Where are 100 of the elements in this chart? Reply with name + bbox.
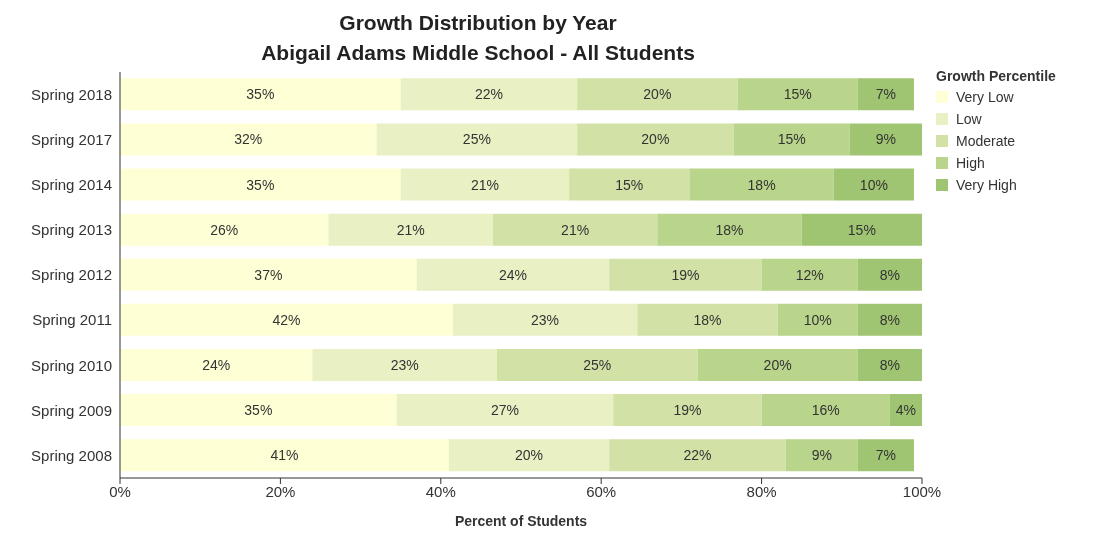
bar — [312, 348, 497, 381]
y-tick-label: Spring 2009 — [31, 401, 112, 419]
y-tick-label: Spring 2013 — [31, 221, 112, 239]
data-label: 24% — [202, 356, 231, 373]
data-label: 35% — [246, 176, 275, 193]
bar — [400, 78, 578, 111]
bar — [857, 348, 922, 381]
data-label: 4% — [895, 402, 917, 419]
legend-label: Very High — [956, 177, 1017, 193]
bar — [448, 439, 610, 472]
legend-label: Low — [956, 111, 982, 127]
data-label: 22% — [474, 86, 503, 103]
bar — [689, 168, 834, 201]
data-label: 18% — [715, 221, 744, 238]
bar — [777, 303, 858, 336]
bar — [737, 78, 858, 111]
legend-title: Growth Percentile — [936, 68, 1057, 84]
data-label: 15% — [847, 221, 876, 238]
bar — [833, 168, 914, 201]
legend-label: High — [956, 155, 985, 171]
bar — [569, 168, 690, 201]
bar — [657, 213, 802, 246]
data-label: 18% — [747, 176, 776, 193]
bar — [849, 123, 922, 156]
bar — [400, 168, 570, 201]
bar — [376, 123, 578, 156]
chart-subtitle: Abigail Adams Middle School - All Students — [260, 40, 696, 66]
x-tick-label: 40% — [425, 482, 456, 500]
data-label: 19% — [671, 266, 700, 283]
bar — [120, 258, 417, 291]
bar — [857, 78, 914, 111]
x-tick-label: 0% — [109, 482, 131, 500]
bar — [613, 394, 762, 427]
bar — [416, 258, 610, 291]
data-label: 25% — [583, 356, 612, 373]
y-tick-label: Spring 2018 — [31, 85, 112, 103]
data-label: 15% — [777, 131, 806, 148]
data-label: 20% — [763, 356, 792, 373]
bar — [120, 78, 401, 111]
x-tick-label: 100% — [902, 482, 942, 500]
data-label: 12% — [795, 266, 824, 283]
data-label: 23% — [531, 311, 560, 328]
bar — [697, 348, 858, 381]
y-tick-label: Spring 2008 — [31, 446, 112, 464]
chart-title: Growth Distribution by Year — [338, 10, 618, 36]
data-label: 20% — [641, 131, 670, 148]
bar — [120, 168, 401, 201]
bar — [492, 213, 658, 246]
data-label: 9% — [875, 131, 897, 148]
bar — [120, 348, 313, 381]
x-axis-title: Percent of Students — [454, 513, 588, 529]
x-tick-label: 60% — [586, 482, 617, 500]
bar — [609, 439, 786, 472]
data-label: 9% — [811, 447, 832, 464]
legend-label: Very Low — [956, 89, 1014, 105]
x-tick-label: 80% — [746, 482, 777, 500]
data-label: 7% — [875, 86, 897, 103]
bar — [577, 123, 734, 156]
data-label: 23% — [390, 356, 419, 373]
bar — [120, 123, 377, 156]
data-label: 37% — [254, 266, 283, 283]
data-label: 25% — [462, 131, 491, 148]
legend-label: Moderate — [956, 133, 1016, 149]
bar — [120, 303, 453, 336]
bar — [577, 78, 738, 111]
x-tick-label: 20% — [265, 482, 296, 500]
bar — [637, 303, 778, 336]
bar — [396, 394, 614, 427]
data-label: 8% — [879, 356, 901, 373]
bar — [120, 213, 329, 246]
data-label: 41% — [270, 447, 299, 464]
data-label: 15% — [783, 86, 812, 103]
data-label: 7% — [875, 447, 897, 464]
data-label: 21% — [396, 221, 425, 238]
bar — [733, 123, 850, 156]
bar — [452, 303, 638, 336]
data-label: 26% — [210, 221, 239, 238]
data-label: 22% — [683, 447, 712, 464]
data-label: 21% — [561, 221, 590, 238]
data-label: 19% — [673, 402, 702, 419]
data-label: 15% — [615, 176, 644, 193]
bar — [120, 394, 397, 427]
bar — [496, 348, 698, 381]
y-tick-label: Spring 2011 — [32, 311, 112, 329]
bar — [761, 258, 858, 291]
data-label: 24% — [498, 266, 527, 283]
bar — [120, 439, 449, 472]
y-tick-label: Spring 2012 — [31, 266, 112, 284]
data-label: 18% — [693, 311, 722, 328]
y-tick-label: Spring 2017 — [31, 130, 112, 148]
bar — [761, 394, 890, 427]
bar — [857, 303, 922, 336]
data-label: 10% — [859, 176, 888, 193]
data-label: 20% — [643, 86, 672, 103]
y-tick-label: Spring 2014 — [31, 176, 112, 194]
data-label: 35% — [244, 402, 273, 419]
y-tick-label: Spring 2010 — [31, 356, 112, 374]
bar — [857, 439, 914, 472]
data-label: 10% — [803, 311, 832, 328]
data-label: 8% — [879, 311, 901, 328]
